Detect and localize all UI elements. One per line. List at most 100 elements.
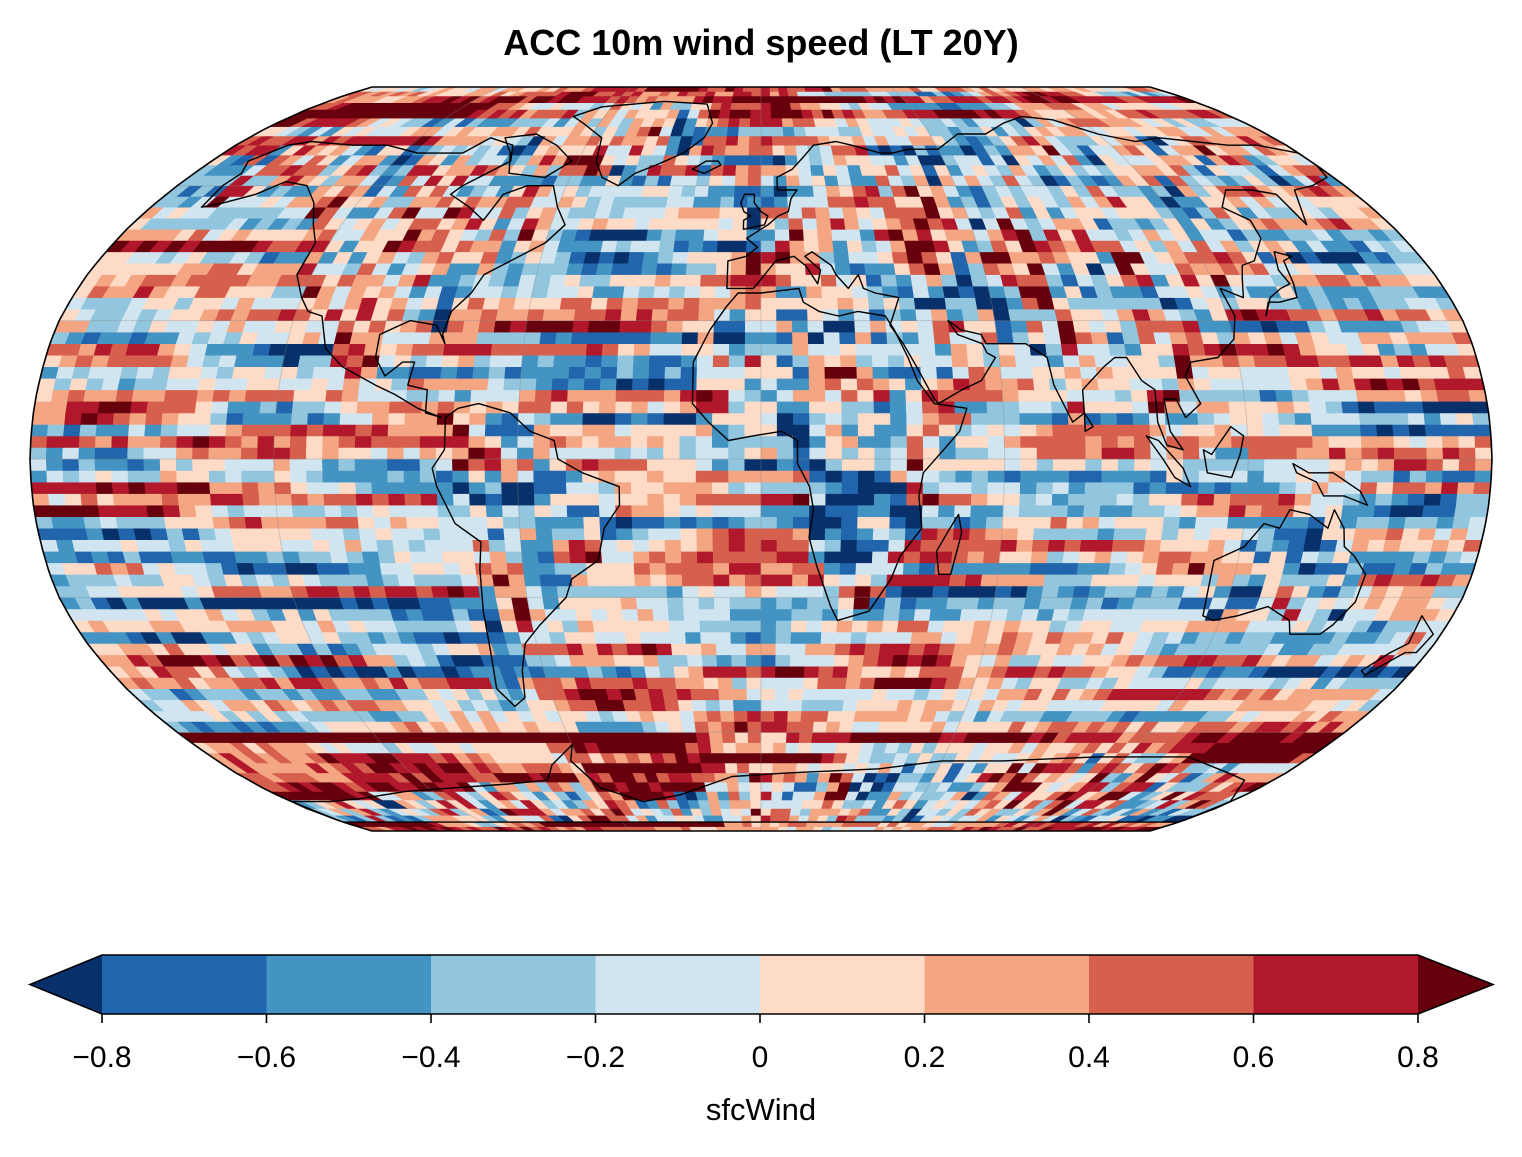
field-cell	[744, 412, 762, 425]
field-cell	[952, 366, 970, 379]
field-cell	[241, 470, 259, 483]
field-cell	[259, 401, 278, 414]
field-cell	[306, 481, 325, 494]
field-cell	[1133, 470, 1151, 483]
field-cell	[146, 504, 165, 517]
field-cell	[750, 808, 762, 816]
field-cell	[1250, 562, 1270, 575]
field-cell	[654, 274, 672, 287]
field-cell	[970, 504, 988, 517]
field-cell	[352, 585, 372, 598]
field-cell	[695, 481, 713, 494]
field-cell	[631, 527, 650, 540]
field-cell	[94, 458, 113, 471]
field-cell	[1271, 539, 1290, 552]
field-cell	[839, 562, 857, 575]
field-cell	[906, 435, 924, 448]
field-cell	[248, 366, 267, 379]
field-cell	[546, 620, 565, 633]
field-cell	[1005, 608, 1025, 621]
field-cell	[704, 688, 720, 701]
field-cell	[568, 251, 587, 264]
field-cell	[1034, 504, 1053, 517]
field-cell	[585, 354, 603, 367]
field-cell	[702, 240, 719, 253]
field-cell	[950, 343, 968, 356]
field-cell	[585, 562, 604, 575]
field-cell	[1403, 389, 1423, 402]
field-cell	[517, 493, 535, 506]
field-cell	[428, 574, 448, 587]
field-cell	[570, 343, 588, 356]
field-cell	[613, 654, 631, 667]
field-cell	[648, 527, 666, 540]
field-cell	[728, 481, 746, 494]
field-cell	[728, 354, 746, 367]
field-cell	[551, 262, 570, 275]
field-cell	[955, 631, 974, 644]
field-cell	[537, 354, 555, 367]
field-cell	[968, 378, 987, 391]
field-cell	[339, 493, 358, 506]
field-cell	[55, 366, 76, 379]
field-cell	[713, 574, 730, 587]
field-cell	[849, 262, 867, 275]
field-cell	[654, 721, 671, 733]
field-cell	[506, 562, 525, 575]
field-cell	[987, 435, 1005, 448]
field-cell	[1408, 481, 1427, 494]
field-cell	[1455, 493, 1474, 506]
field-cell	[1175, 539, 1194, 552]
field-cell	[1332, 354, 1352, 367]
field-cell	[1191, 539, 1210, 552]
field-cell	[663, 470, 681, 483]
field-cell	[728, 516, 746, 529]
field-cell	[53, 378, 73, 391]
field-cell	[1441, 435, 1460, 448]
field-cell	[474, 343, 493, 356]
field-cell	[273, 424, 292, 437]
field-cell	[735, 752, 750, 764]
field-cell	[1155, 343, 1175, 356]
field-cell	[511, 308, 530, 321]
field-cell	[381, 574, 401, 587]
field-cell	[210, 504, 230, 517]
field-cell	[458, 343, 477, 356]
field-cell	[479, 308, 499, 321]
field-cell	[648, 551, 667, 564]
field-cell	[686, 654, 704, 667]
field-cell	[71, 366, 92, 379]
field-cell	[1034, 516, 1052, 529]
field-cell	[845, 677, 862, 689]
field-cell	[650, 585, 668, 598]
field-cell	[208, 435, 227, 448]
field-cell	[387, 481, 406, 494]
field-cell	[1182, 447, 1200, 460]
field-cell	[468, 424, 487, 437]
field-cell	[942, 285, 961, 298]
field-cell	[1345, 458, 1363, 471]
field-cell	[586, 331, 605, 344]
field-cell	[95, 470, 113, 483]
field-cell	[1359, 481, 1378, 494]
field-cell	[325, 389, 344, 402]
field-cell	[186, 551, 206, 564]
field-cell	[1454, 401, 1473, 414]
field-cell	[1133, 424, 1151, 437]
field-cell	[371, 412, 390, 425]
field-cell	[580, 643, 599, 656]
field-cell	[776, 354, 794, 367]
field-cell	[728, 562, 746, 575]
field-cell	[421, 504, 439, 517]
field-cell	[744, 562, 762, 575]
field-cell	[872, 366, 890, 379]
field-cell	[1244, 401, 1263, 414]
field-cell	[906, 654, 924, 667]
field-cell	[594, 631, 612, 644]
field-cell	[996, 574, 1015, 587]
field-cell	[913, 297, 932, 310]
field-cell	[227, 401, 246, 414]
field-cell	[997, 343, 1016, 356]
field-cell	[539, 574, 558, 587]
field-cell	[1150, 320, 1170, 333]
